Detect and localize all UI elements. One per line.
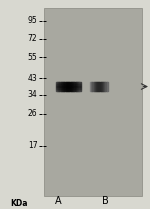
Text: A: A [55, 196, 62, 206]
Text: 26: 26 [28, 109, 37, 118]
FancyBboxPatch shape [44, 8, 142, 196]
Text: 55: 55 [28, 53, 37, 62]
Text: 95: 95 [28, 16, 37, 25]
Text: B: B [102, 196, 109, 206]
Text: 72: 72 [28, 34, 37, 43]
Text: 34: 34 [28, 90, 37, 99]
Text: 43: 43 [28, 74, 37, 83]
Text: KDa: KDa [10, 199, 28, 208]
Text: 17: 17 [28, 141, 37, 150]
